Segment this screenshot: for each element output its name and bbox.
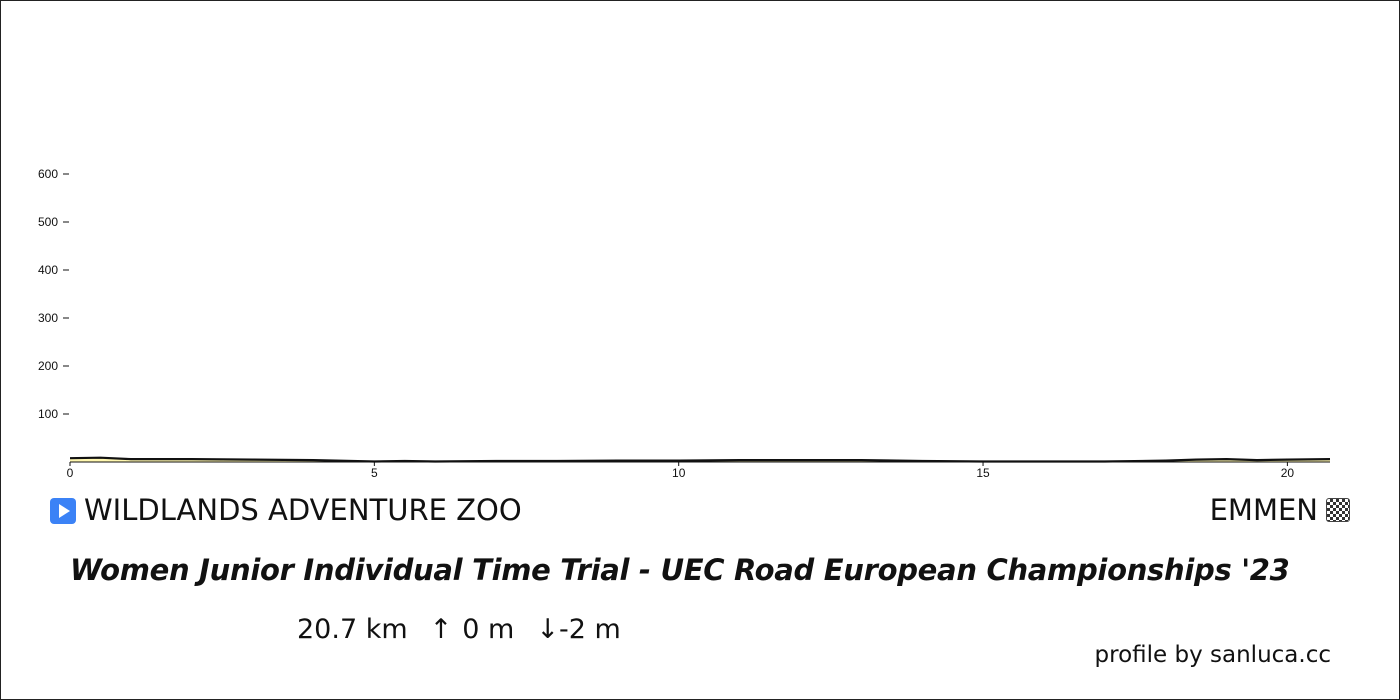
x-tick-label-15: 15 xyxy=(976,466,990,480)
distance-value: 20.7 km xyxy=(297,614,408,645)
x-tick-label-0: 0 xyxy=(67,466,74,480)
x-tick-label-10: 10 xyxy=(672,466,686,480)
elevation-plot: 0 5 10 15 20 100 200 300 400 500 600 xyxy=(38,167,1331,480)
y-tick-label-100: 100 xyxy=(38,407,58,421)
finish-location-label: EMMEN xyxy=(1209,493,1318,527)
x-tick-label-5: 5 xyxy=(371,466,378,480)
x-tick-label-20: 20 xyxy=(1281,466,1295,480)
y-tick-label-300: 300 xyxy=(38,311,58,325)
ascent-value: 0 m xyxy=(462,614,515,645)
start-location-label: WILDLANDS ADVENTURE ZOO xyxy=(84,493,522,527)
play-icon xyxy=(50,498,76,524)
elevation-line xyxy=(69,456,1331,463)
credit-text: profile by sanluca.cc xyxy=(1094,642,1331,668)
descent-value: -2 m xyxy=(558,614,621,645)
start-location: WILDLANDS ADVENTURE ZOO xyxy=(50,492,522,528)
ascent-arrow-icon: ↑ xyxy=(429,614,453,645)
y-tick-label-500: 500 xyxy=(38,215,58,229)
elevation-chart: 0 5 10 15 20 100 200 300 400 500 600 xyxy=(38,167,1331,480)
descent-arrow-icon: ↓ xyxy=(536,614,559,645)
y-tick-label-400: 400 xyxy=(38,263,58,277)
race-title: Women Junior Individual Time Trial - UEC… xyxy=(70,553,1290,587)
y-tick-label-600: 600 xyxy=(38,167,58,181)
checkered-flag-icon xyxy=(1326,498,1350,522)
y-tick-label-200: 200 xyxy=(38,359,58,373)
finish-location: EMMEN xyxy=(1210,492,1350,528)
route-stats: 20.7 km ↑ 0 m ↓ -2 m xyxy=(297,614,621,645)
